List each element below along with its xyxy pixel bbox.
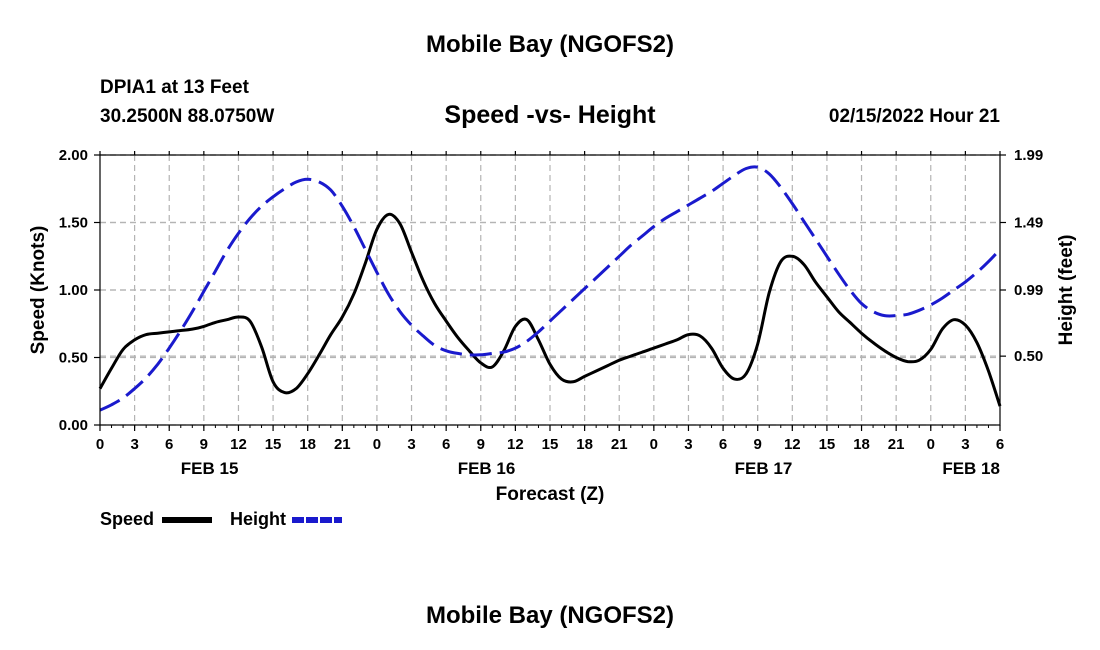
y-tick-label-left: 1.00 [59,282,88,299]
x-tick-label: 0 [650,436,658,453]
x-tick-label: 9 [754,436,762,453]
x-tick-label: 18 [576,436,593,453]
x-tick-label: 21 [611,436,628,453]
x-tick-label: 0 [373,436,381,453]
y-tick-label-left: 0.50 [59,350,88,367]
x-tick-label: 6 [442,436,450,453]
x-axis-title: Forecast (Z) [496,484,605,505]
x-tick-label: 21 [888,436,905,453]
page-title: Mobile Bay (NGOFS2) [425,31,675,58]
day-label: FEB 18 [942,459,1000,478]
x-tick-label: 15 [265,436,282,453]
axis-ticks [94,151,1006,431]
y-axis-right-title: Height (feet) [1056,235,1077,346]
x-tick-label: 3 [684,436,692,453]
station-coordinates: 30.2500N 88.0750W [100,106,275,127]
x-tick-label: 3 [407,436,415,453]
x-tick-label: 15 [542,436,559,453]
grid-lines [100,154,1000,426]
page-title-bottom: Mobile Bay (NGOFS2) [425,602,675,629]
y-tick-label-right: 0.50 [1014,348,1043,365]
axis-labels: 0 3 6 9 12 15 18 21 0 3 6 9 12 15 18 21 0 3 6 9 12 15 18 21 0 3 6F… [59,147,1043,478]
day-label: FEB 15 [181,459,239,478]
legend-height-label: Height [230,509,286,529]
x-tick-label: 18 [853,436,870,453]
series-lines [98,165,1002,412]
y-tick-label-left: 0.00 [59,417,88,434]
legend-speed-label: Speed [100,509,155,529]
x-tick-label: 0 [927,436,935,453]
x-tick-label: 12 [230,436,247,453]
series-line-speed [98,212,1002,407]
chart-subtitle: Speed -vs- Height [444,101,656,129]
x-tick-label: 12 [507,436,524,453]
x-tick-label: 6 [165,436,173,453]
x-tick-label: 15 [819,436,836,453]
x-tick-label: 21 [334,436,351,453]
series-line-height [99,165,1002,412]
legend-speed-swatch [162,517,212,523]
x-tick-label: 0 [96,436,104,453]
x-tick-label: 9 [200,436,208,453]
y-tick-label-right: 1.99 [1014,147,1043,164]
y-axis-left-title: Speed (Knots) [28,226,49,355]
day-label: FEB 17 [735,459,793,478]
x-tick-label: 3 [130,436,138,453]
x-tick-label: 12 [784,436,801,453]
y-tick-label-right: 1.49 [1014,215,1043,232]
station-name: DPIA1 at 13 Feet [100,77,249,98]
legend-height-swatch [292,517,342,523]
x-tick-label: 6 [996,436,1004,453]
y-tick-label-left: 2.00 [59,147,88,164]
y-tick-label-left: 1.50 [59,215,88,232]
x-tick-label: 3 [961,436,969,453]
speed-height-chart: 0 3 6 9 12 15 18 21 0 3 6 9 12 15 18 21 0 3 6 9 12 15 18 21 0 3 6F… [28,147,1077,505]
x-tick-label: 6 [719,436,727,453]
x-tick-label: 18 [299,436,316,453]
y-tick-label-right: 0.99 [1014,282,1043,299]
x-tick-label: 9 [477,436,485,453]
day-label: FEB 16 [458,459,516,478]
forecast-datetime: 02/15/2022 Hour 21 [828,106,1000,127]
